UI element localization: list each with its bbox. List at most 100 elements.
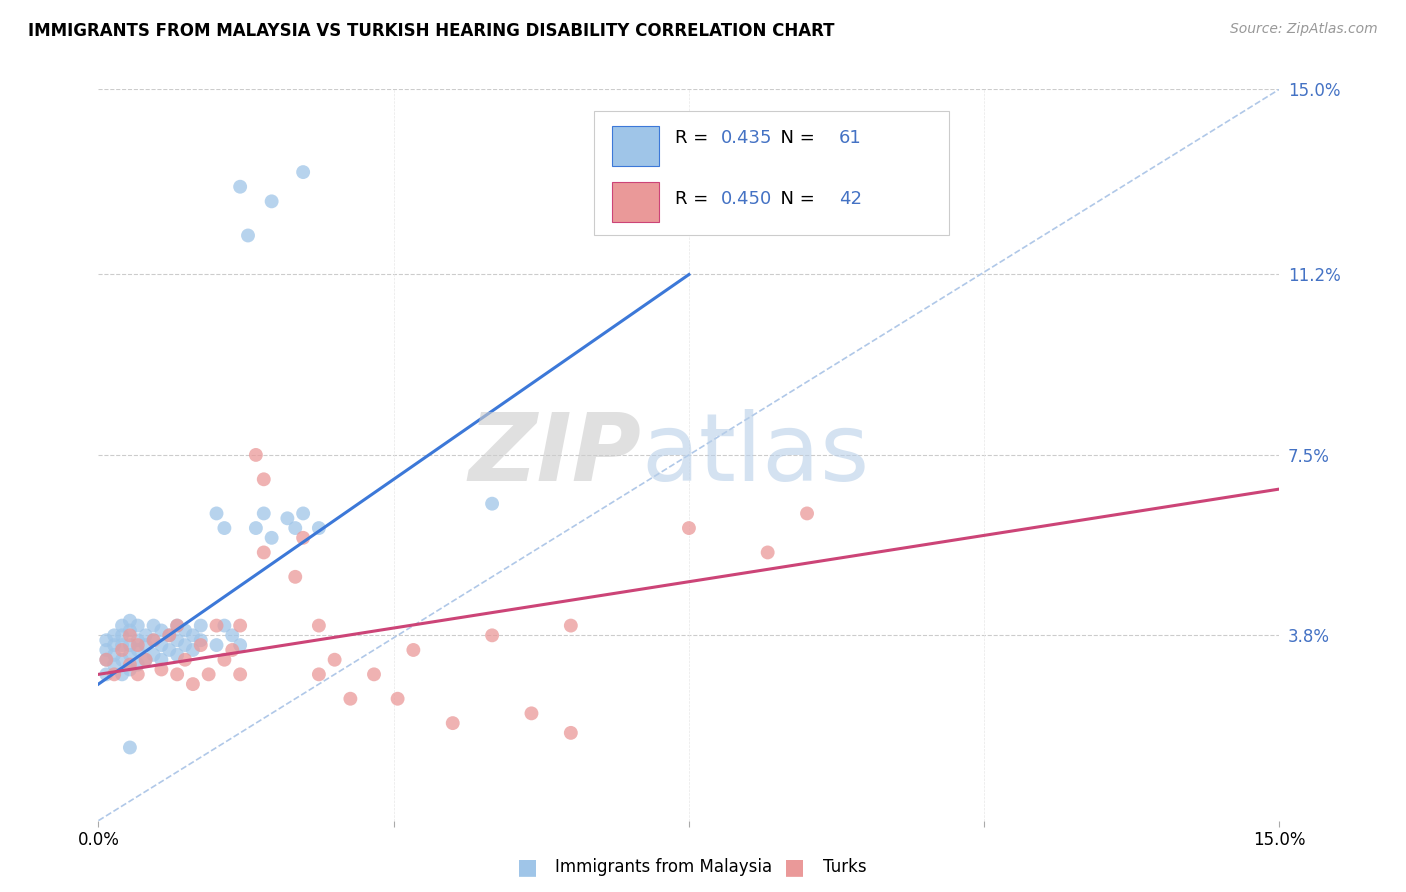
Text: 0.435: 0.435	[721, 129, 772, 147]
Point	[166, 633, 188, 648]
Text: Source: ZipAtlas.com: Source: ZipAtlas.com	[1230, 22, 1378, 37]
Point	[363, 667, 385, 681]
Point	[103, 667, 125, 681]
Point	[142, 633, 165, 648]
Text: IMMIGRANTS FROM MALAYSIA VS TURKISH HEARING DISABILITY CORRELATION CHART: IMMIGRANTS FROM MALAYSIA VS TURKISH HEAR…	[28, 22, 835, 40]
Text: 42: 42	[839, 190, 862, 208]
Point	[205, 507, 228, 521]
Text: atlas: atlas	[641, 409, 870, 501]
Point	[135, 628, 157, 642]
Text: R =: R =	[675, 190, 714, 208]
Point	[118, 657, 141, 672]
Text: R =: R =	[675, 129, 714, 147]
Point	[118, 638, 141, 652]
Point	[245, 521, 267, 535]
Point	[96, 653, 118, 667]
Point	[118, 614, 141, 628]
Point	[205, 618, 228, 632]
Point	[157, 628, 180, 642]
Point	[157, 643, 180, 657]
Text: N =: N =	[769, 190, 821, 208]
Point	[127, 667, 149, 681]
Point	[142, 633, 165, 648]
Point	[190, 618, 212, 632]
Point	[127, 657, 149, 672]
Point	[127, 618, 149, 632]
Point	[103, 628, 125, 642]
Point	[118, 624, 141, 638]
Point	[150, 624, 173, 638]
Point	[150, 663, 173, 677]
Point	[796, 507, 818, 521]
Point	[127, 638, 149, 652]
Point	[150, 653, 173, 667]
Point	[135, 638, 157, 652]
Point	[402, 643, 425, 657]
Point	[181, 677, 204, 691]
Point	[142, 618, 165, 632]
Point	[127, 643, 149, 657]
Point	[292, 531, 315, 545]
Point	[284, 521, 307, 535]
Point	[118, 740, 141, 755]
Point	[678, 521, 700, 535]
Point	[111, 643, 134, 657]
Point	[181, 628, 204, 642]
Point	[323, 653, 346, 667]
Point	[135, 653, 157, 667]
Point	[276, 511, 298, 525]
Text: ■: ■	[785, 857, 804, 877]
Point	[166, 667, 188, 681]
Text: 0.450: 0.450	[721, 190, 772, 208]
Point	[221, 643, 243, 657]
Point	[190, 633, 212, 648]
Point	[520, 706, 543, 721]
Point	[284, 570, 307, 584]
Point	[166, 618, 188, 632]
Point	[253, 507, 276, 521]
Point	[142, 648, 165, 662]
Point	[236, 228, 259, 243]
Point	[229, 638, 252, 652]
Point	[103, 648, 125, 662]
Point	[111, 638, 134, 652]
Point	[166, 618, 188, 632]
Point	[229, 618, 252, 632]
Point	[560, 618, 582, 632]
Point	[339, 691, 361, 706]
Point	[111, 628, 134, 642]
Text: N =: N =	[769, 129, 821, 147]
Point	[111, 618, 134, 632]
Text: ZIP: ZIP	[468, 409, 641, 501]
Point	[118, 663, 141, 677]
Point	[253, 545, 276, 559]
Point	[260, 531, 283, 545]
Point	[560, 726, 582, 740]
Point	[756, 545, 779, 559]
Point	[118, 628, 141, 642]
Point	[96, 633, 118, 648]
Point	[260, 194, 283, 209]
Point	[481, 628, 503, 642]
Point	[205, 638, 228, 652]
Point	[127, 633, 149, 648]
Text: 61: 61	[839, 129, 862, 147]
Point	[150, 638, 173, 652]
Point	[245, 448, 267, 462]
Point	[174, 638, 197, 652]
Text: ■: ■	[517, 857, 537, 877]
Point	[292, 507, 315, 521]
Point	[292, 165, 315, 179]
Point	[96, 667, 118, 681]
Point	[103, 657, 125, 672]
Point	[174, 624, 197, 638]
Point	[181, 643, 204, 657]
Point	[387, 691, 409, 706]
Point	[214, 618, 236, 632]
Point	[308, 667, 330, 681]
Point	[118, 648, 141, 662]
Point	[308, 618, 330, 632]
Point	[221, 628, 243, 642]
Point	[214, 653, 236, 667]
Point	[96, 643, 118, 657]
